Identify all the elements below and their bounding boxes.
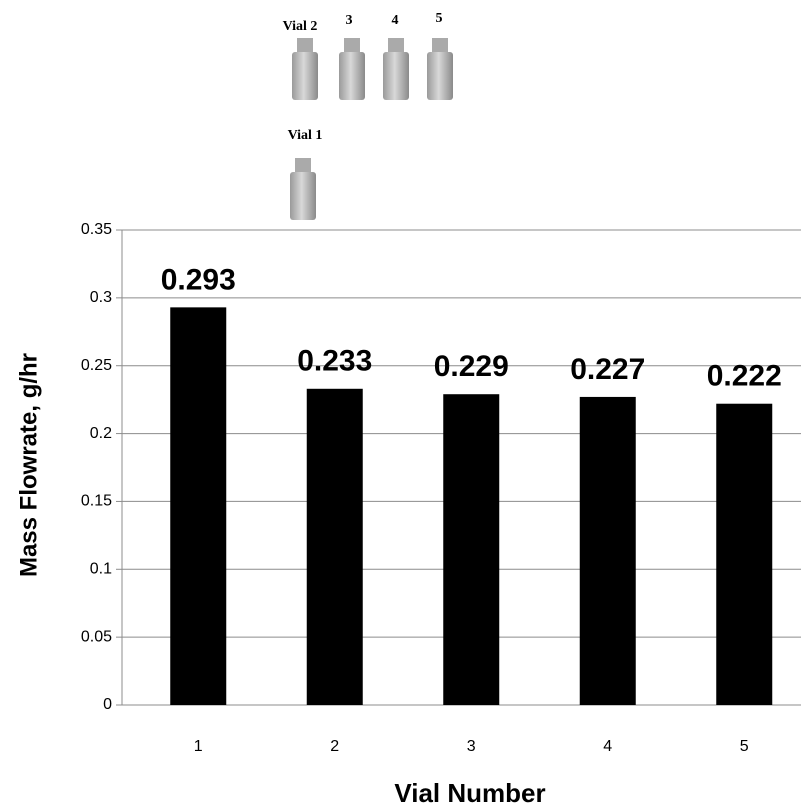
vial-label: Vial 1 — [288, 128, 323, 143]
vial-label: 4 — [392, 13, 399, 28]
x-tick-label: 2 — [330, 738, 339, 755]
vial — [339, 38, 365, 100]
vial — [290, 158, 316, 220]
y-tick-label: 0.05 — [81, 628, 112, 645]
y-tick-label: 0.35 — [81, 221, 112, 238]
page: {"chart_data": {"type": "bar", "title": … — [0, 0, 801, 809]
y-tick-label: 0.25 — [81, 357, 112, 374]
y-tick-label: 0.2 — [90, 425, 112, 442]
y-tick-label: 0.15 — [81, 493, 112, 510]
y-tick-label: 0.1 — [90, 561, 112, 578]
chart: Vial 2 3 4 5 Vial 1 Mass Flowrate, g/hr … — [0, 0, 801, 809]
data-label: 0.229 — [434, 350, 509, 383]
vial-label: 3 — [346, 13, 353, 28]
data-label: 0.222 — [707, 360, 782, 393]
bar — [580, 397, 636, 705]
x-axis-title: Vial Number — [394, 778, 545, 808]
bar — [307, 389, 363, 705]
x-tick-label: 4 — [603, 738, 612, 755]
y-tick-label: 0.3 — [90, 289, 112, 306]
vial — [292, 38, 318, 100]
vial — [383, 38, 409, 100]
data-label: 0.293 — [161, 263, 236, 296]
bar — [716, 404, 772, 705]
data-label: 0.227 — [570, 353, 645, 386]
vial-label: 5 — [436, 11, 443, 26]
x-tick-label: 3 — [467, 738, 476, 755]
y-tick-label: 0 — [103, 696, 112, 713]
bar — [443, 394, 499, 705]
x-tick-label: 5 — [740, 738, 749, 755]
data-label: 0.233 — [297, 345, 372, 378]
x-tick-label: 1 — [194, 738, 203, 755]
y-axis-title: Mass Flowrate, g/hr — [15, 353, 42, 577]
vial-label: Vial 2 — [283, 19, 318, 34]
vial — [427, 38, 453, 100]
vial-illustration: Vial 2 3 4 5 Vial 1 — [283, 11, 453, 220]
bar — [170, 307, 226, 705]
